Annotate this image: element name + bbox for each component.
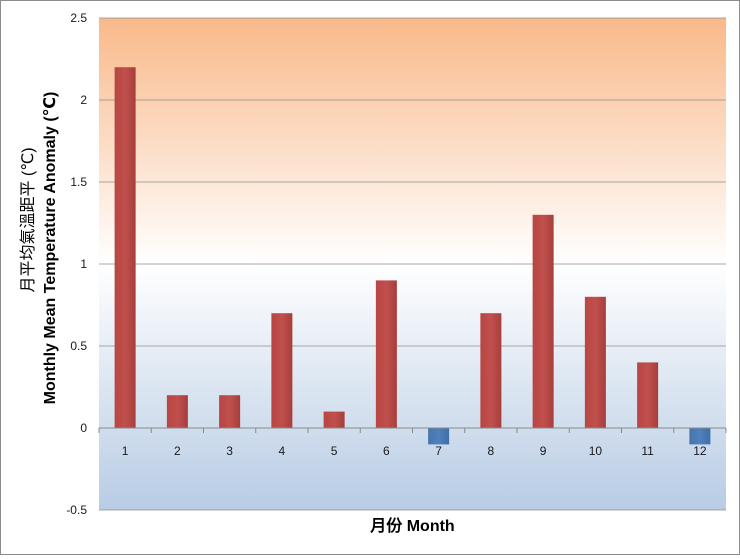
bar-month-7: [428, 428, 450, 445]
bar-month-6: [375, 280, 397, 428]
x-tick-label: 4: [279, 444, 286, 458]
gridlines: [99, 17, 726, 511]
bar-month-2: [166, 395, 188, 428]
bar-month-9: [532, 214, 554, 428]
x-tick-label: 9: [540, 444, 547, 458]
bar-month-10: [584, 296, 606, 428]
x-tick-label: 12: [693, 444, 707, 458]
bar-month-4: [271, 313, 293, 428]
x-tick-label: 1: [122, 444, 129, 458]
bar-month-8: [480, 313, 502, 428]
bars: [114, 67, 711, 445]
x-tick-label: 10: [589, 444, 603, 458]
y-tick-label: -0.5: [66, 503, 87, 517]
x-tick-label: 6: [383, 444, 390, 458]
y-tick-label: 2.5: [70, 11, 87, 25]
bar-month-12: [689, 428, 711, 445]
y-tick-labels: -0.5 0 0.5 1 1.5 2 2.5: [66, 11, 87, 517]
bar-month-1: [114, 67, 136, 428]
x-tick-label: 5: [331, 444, 338, 458]
y-axis-label-chinese: 月平均氣溫距平 (℃): [19, 147, 37, 292]
y-tick-label: 0: [80, 421, 87, 435]
bar-month-3: [219, 395, 241, 428]
y-axis-label: 月平均氣溫距平 (℃) Monthly Mean Temperature Ano…: [19, 92, 59, 405]
y-tick-label: 0.5: [70, 339, 87, 353]
y-tick-label: 1.5: [70, 175, 87, 189]
bar-month-11: [637, 362, 659, 428]
y-tick-label: 1: [80, 257, 87, 271]
x-tick-label: 3: [226, 444, 233, 458]
x-tick-label: 7: [435, 444, 442, 458]
y-tick-label: 2: [80, 93, 87, 107]
x-tick-label: 2: [174, 444, 181, 458]
x-axis-label: 月份 Month: [369, 516, 454, 535]
x-tick-label: 11: [641, 444, 654, 458]
y-axis-label-english: Monthly Mean Temperature Anomaly (℃): [42, 92, 59, 405]
x-tick-label: 8: [488, 444, 495, 458]
x-tick-labels: 1 2 3 4 5 6 7 8 9 10 11 12: [98, 428, 727, 458]
bar-month-5: [323, 411, 345, 428]
